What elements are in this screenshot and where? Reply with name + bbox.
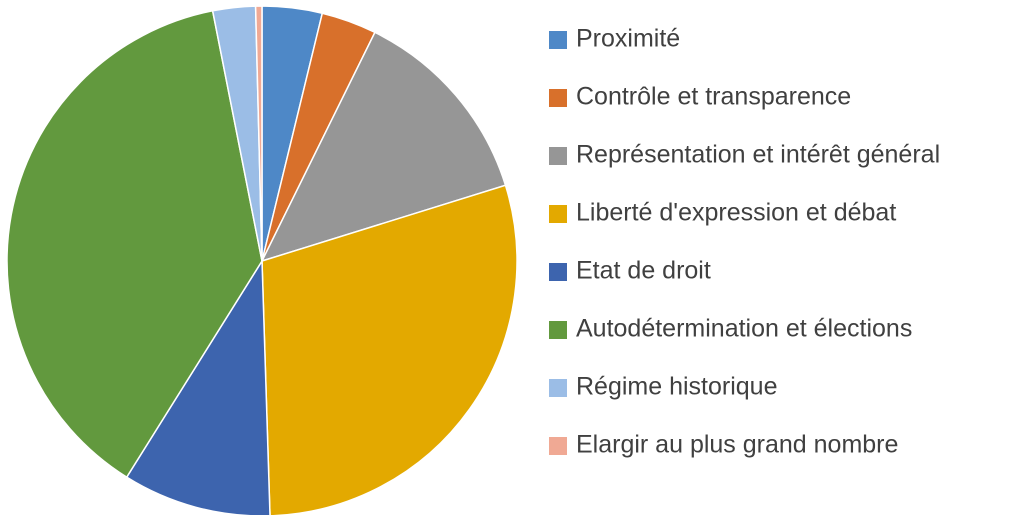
legend-label: Contrôle et transparence [576, 83, 851, 111]
legend-swatch [549, 205, 567, 223]
pie-slice [6, 9, 263, 479]
legend-label: Liberté d'expression et débat [576, 199, 896, 227]
legend-label: Régime historique [576, 373, 778, 401]
pie-slice [125, 258, 271, 515]
pie-slice [261, 184, 518, 515]
legend-swatch [549, 263, 567, 281]
legend-label: Autodétermination et élections [576, 315, 912, 343]
legend-swatch [549, 89, 567, 107]
legend-swatch [549, 147, 567, 165]
legend-swatch [549, 437, 567, 455]
legend-swatch [549, 31, 567, 49]
pie-slice [254, 5, 263, 262]
legend-swatch [549, 321, 567, 339]
legend-label: Etat de droit [576, 257, 711, 285]
legend-label: Représentation et intérêt général [576, 141, 940, 169]
legend-label: Elargir au plus grand nombre [576, 431, 898, 459]
legend-label: Proximité [576, 25, 680, 53]
legend-swatch [549, 379, 567, 397]
